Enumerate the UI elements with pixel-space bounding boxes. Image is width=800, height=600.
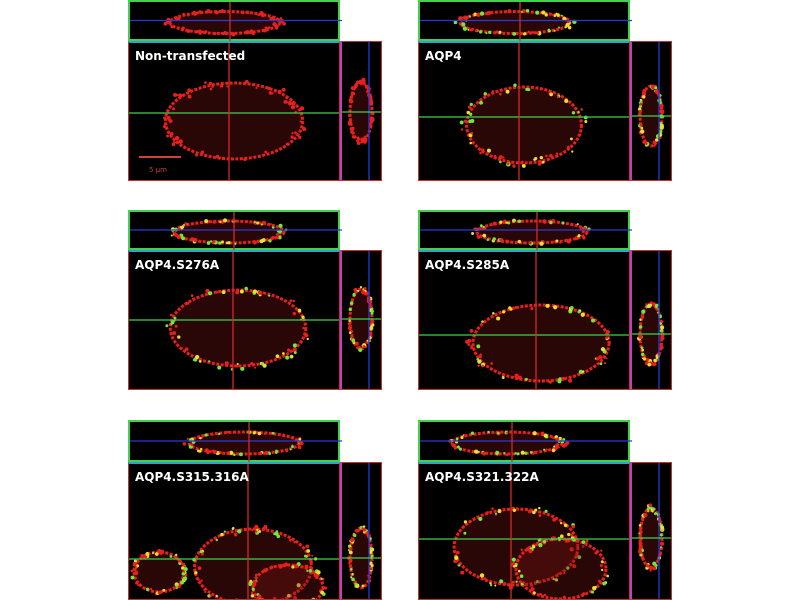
panel-label: Non-transfected [135, 49, 246, 63]
xz-orthogonal-view [418, 420, 632, 464]
yz-orthogonal-view [340, 250, 382, 390]
xz-orthogonal-view [128, 420, 342, 464]
xy-confocal-image: AQP4.S315.316A [128, 462, 340, 600]
panel-label: AQP4.S321.322A [425, 470, 539, 484]
xz-orthogonal-view [128, 0, 342, 43]
cell [163, 79, 307, 162]
cell [165, 286, 309, 371]
xy-confocal-image: AQP4.S285A [418, 250, 630, 390]
yz-orthogonal-view [340, 462, 382, 600]
xz-cell-section [471, 218, 591, 246]
panel-label: AQP4.S285A [425, 258, 510, 272]
xz-cell-section [182, 430, 304, 457]
xz-orthogonal-view [418, 210, 632, 252]
yz-orthogonal-view [630, 462, 672, 600]
xz-cell-section [453, 8, 577, 36]
xz-cell-section [163, 9, 286, 37]
cell [452, 506, 585, 590]
yz-orthogonal-view [630, 41, 672, 181]
xz-cell-section [448, 430, 570, 457]
xy-confocal-image: AQP4 [418, 41, 630, 181]
cell [465, 303, 611, 384]
yz-orthogonal-view [630, 250, 672, 390]
xz-orthogonal-view [128, 210, 342, 252]
scale-bar [139, 156, 181, 158]
xz-orthogonal-view [418, 0, 632, 43]
xy-confocal-image: AQP4.S276A [128, 250, 340, 390]
yz-cell-section [347, 525, 375, 590]
panel-label: AQP4.S315.316A [135, 470, 249, 484]
cell [192, 524, 318, 599]
xy-confocal-image: Non-transfected 5 µm [128, 41, 340, 181]
cell [247, 562, 328, 599]
cell [130, 548, 188, 596]
yz-orthogonal-view [340, 41, 382, 181]
xz-cell-section [170, 218, 288, 246]
cell [459, 83, 588, 168]
panel-label: AQP4 [425, 49, 462, 63]
xy-confocal-image: AQP4.S321.322A [418, 462, 630, 600]
scale-bar-label: 5 µm [149, 166, 167, 174]
panel-label: AQP4.S276A [135, 258, 220, 272]
